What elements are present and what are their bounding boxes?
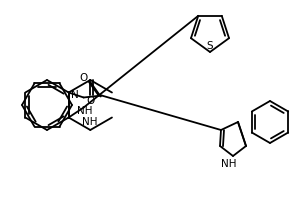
Text: N: N <box>71 90 79 100</box>
Text: O: O <box>86 96 94 106</box>
Text: NH: NH <box>221 159 237 169</box>
Text: NH: NH <box>77 106 92 116</box>
Text: O: O <box>80 73 88 83</box>
Text: S: S <box>207 41 213 51</box>
Text: NH: NH <box>82 117 97 127</box>
